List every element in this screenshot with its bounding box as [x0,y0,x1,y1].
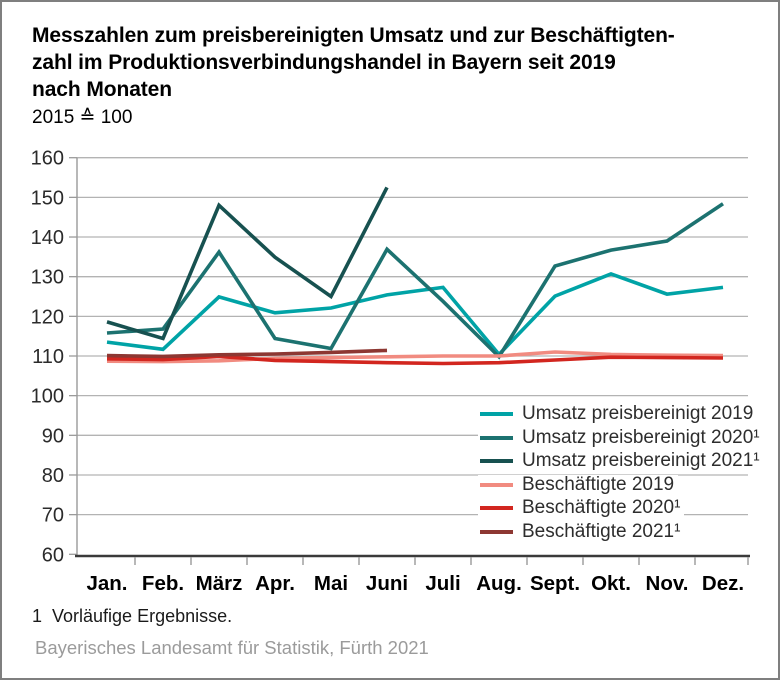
y-axis-labels: 60 70 80 90 100 110 120 130 140 150 160 [31,148,64,567]
x-axis-labels: Jan. Feb. März Apr. Mai Juni Juli Aug. Sept. Okt.… [86,572,744,595]
legend-item-3: Beschäftigte 2019 [478,473,679,495]
legend-item-1: Umsatz preisbereinigt 2020¹ [478,426,764,448]
x-tick-label: März [196,572,243,595]
series-line-1 [106,202,724,360]
y-tick-label: 160 [31,148,64,170]
footnote: 1 Vorläufige Ergebnisse. [32,606,233,626]
x-tick-label: Juli [425,572,460,595]
y-tick-label: 100 [31,386,64,408]
chart-subtitle: 2015 ≙ 100 [32,107,133,128]
legend-item-4: Beschäftigte 2020¹ [478,497,685,518]
x-tick-label: Mai [314,572,348,595]
x-tick-label: Okt. [591,572,631,595]
y-tick-label: 80 [42,465,64,487]
y-tick-label: 150 [31,187,64,209]
series-line-4 [106,354,724,366]
y-tick-label: 70 [42,505,64,527]
legend-swatch [480,435,513,440]
legend-swatch [480,459,513,463]
chart-legend: Umsatz preisbereinigt 2019 Umsatz preisbe… [478,404,764,545]
x-tick-label: Jan. [86,572,127,595]
legend-label: Umsatz preisbereinigt 2019 [522,403,754,424]
x-tick-label: Nov. [646,572,689,595]
x-tick-label: Juni [366,572,408,595]
legend-item-2: Umsatz preisbereinigt 2021¹ [478,451,764,471]
series-line-2 [106,186,389,341]
x-tick-label: Sept. [530,572,580,595]
legend-swatch [480,529,513,534]
series-line-3 [106,350,724,364]
legend-label: Beschäftigte 2019 [522,473,675,495]
x-ticks [134,557,749,565]
series-line-5 [106,348,388,359]
x-tick-label: Dez. [702,572,744,595]
series-lines [106,186,724,366]
legend-label: Beschäftigte 2020¹ [522,497,681,518]
y-tick-label: 120 [31,306,64,328]
legend-label: Beschäftigte 2021¹ [522,520,681,542]
legend-label: Umsatz preisbereinigt 2021¹ [522,450,760,471]
chart-title: Messzahlen zum preisbereinigten Umsatz u… [32,24,675,101]
x-tick-label: Apr. [255,572,295,595]
y-tick-label: 130 [31,267,64,289]
series-line-0 [106,271,724,358]
legend-label: Umsatz preisbereinigt 2020¹ [522,426,760,448]
x-tick-label: Aug. [476,572,522,595]
y-tick-label: 140 [31,227,64,249]
source-credit: Bayerisches Landesamt für Statistik, Für… [35,637,429,658]
y-tick-label: 90 [42,425,64,447]
legend-item-5: Beschäftigte 2021¹ [478,520,685,542]
legend-swatch [480,482,513,487]
y-tick-label: 60 [42,544,64,566]
legend-swatch [480,506,513,510]
legend-swatch [480,412,513,416]
y-tick-label: 110 [32,346,64,368]
x-tick-label: Feb. [142,572,184,595]
legend-item-0: Umsatz preisbereinigt 2019 [478,403,758,424]
